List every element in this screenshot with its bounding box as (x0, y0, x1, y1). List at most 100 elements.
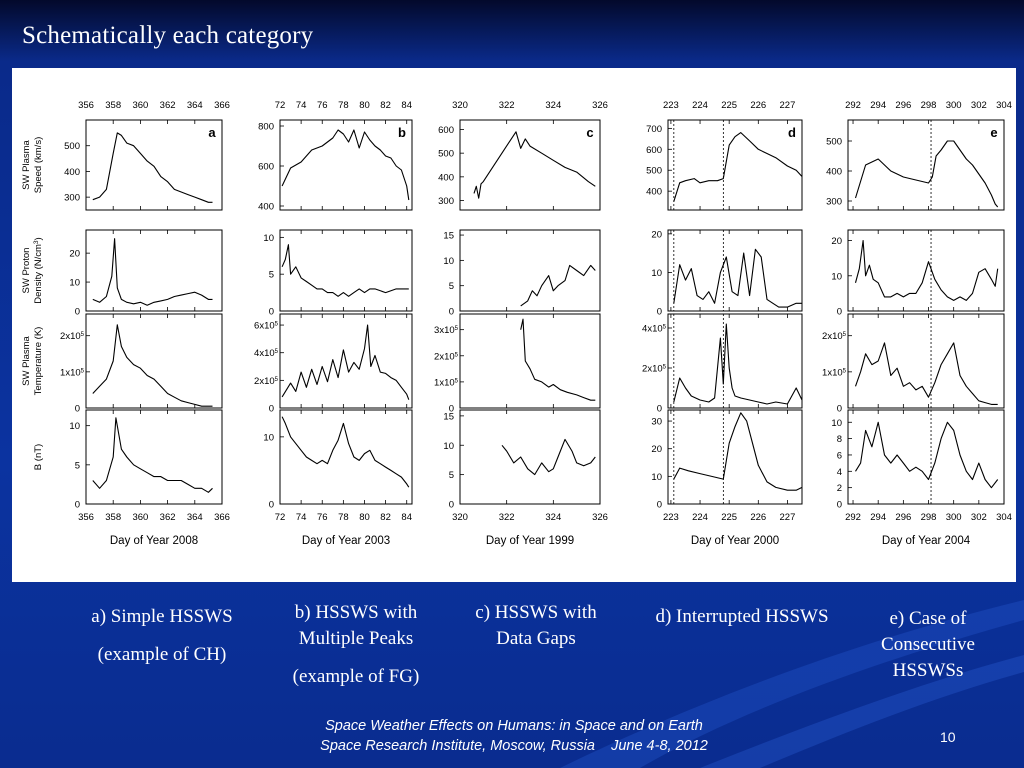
y-tick-label: 20 (651, 444, 662, 455)
x-tick-label-top: 324 (545, 100, 561, 111)
row-label-tail: ) (33, 237, 44, 240)
y-tick-label: 20 (651, 229, 662, 240)
y-tick-exponent: 5 (843, 332, 847, 338)
panel-letter: a (208, 125, 216, 140)
x-tick-label-bottom: 76 (317, 512, 328, 523)
series-line (520, 264, 596, 307)
caption-b-line1: b) HSSWS with (294, 602, 418, 623)
caption-c-line2: Data Gaps (496, 628, 576, 649)
x-tick-label-top: 225 (721, 100, 737, 111)
x-tick-label-bottom: 326 (592, 512, 608, 523)
row-label-line2: Speed (km/s) (33, 137, 44, 194)
x-tick-label-bottom: 356 (78, 512, 94, 523)
x-tick-label-top: 300 (946, 100, 962, 111)
series-line (281, 129, 410, 201)
y-tick-exponent: 5 (275, 377, 279, 383)
x-tick-label-bottom: 364 (187, 512, 203, 523)
plot-frame (667, 119, 803, 211)
series-line (520, 318, 596, 401)
x-tick-label-top: 326 (592, 100, 608, 111)
y-tick-label: 0 (837, 307, 842, 318)
y-tick-label: 0 (449, 404, 454, 415)
y-tick-label: 0 (837, 500, 842, 511)
series-line (855, 421, 999, 489)
x-tick-label-bottom: 296 (895, 512, 911, 523)
y-tick-label: 800 (258, 122, 274, 133)
caption-e: e) Case of Consecutive HSSWSs (856, 606, 1000, 684)
plot-frame (459, 119, 601, 211)
x-tick-label-bottom: 226 (750, 512, 766, 523)
x-tick-label-top: 74 (296, 100, 307, 111)
footer-line1: Space Weather Effects on Humans: in Spac… (325, 718, 703, 734)
y-tick-label: 0 (657, 500, 662, 511)
x-tick-label-top: 294 (870, 100, 886, 111)
x-tick-label-bottom: 292 (845, 512, 861, 523)
y-tick-label: 10 (443, 441, 454, 452)
x-tick-label-top: 78 (338, 100, 349, 111)
x-tick-label-bottom: 300 (946, 512, 962, 523)
series-line (92, 132, 213, 203)
series-line (92, 417, 213, 493)
row-label-sup: 3 (33, 240, 40, 244)
y-tick-exponent: 5 (275, 349, 279, 355)
x-tick-label-top: 84 (401, 100, 412, 111)
x-axis-label: Day of Year 2003 (302, 535, 390, 547)
multi-panel-chart: SW Plasma Speed (km/s)SW Proton Density (N… (21, 100, 1012, 547)
y-tick-label: 1x105 (822, 367, 847, 378)
plot-frame (279, 409, 413, 505)
y-tick-label: 0 (449, 307, 454, 318)
caption-e-line3: HSSWSs (892, 660, 964, 681)
x-tick-label-bottom: 298 (921, 512, 937, 523)
plot-frame (279, 229, 413, 312)
caption-b-line3: (example of FG) (292, 666, 420, 687)
y-tick-label: 6 (837, 450, 842, 461)
y-tick-label: 0 (75, 404, 80, 415)
x-tick-label-top: 302 (971, 100, 987, 111)
caption-a-line3: (example of CH) (97, 644, 227, 665)
x-tick-label-bottom: 302 (971, 512, 987, 523)
y-tick-label: 400 (826, 167, 842, 178)
row-label-line2: Density (N/cm3) (33, 237, 45, 303)
y-tick-exponent: 5 (455, 378, 459, 384)
page-number: 10 (940, 729, 956, 745)
y-tick-label: 300 (826, 197, 842, 208)
y-tick-exponent: 5 (663, 325, 667, 331)
plot-frame (85, 313, 223, 409)
y-tick-label: 10 (831, 418, 842, 429)
figure-panel: SW Plasma Speed (km/s) SW Proton Density (N… (12, 68, 1016, 582)
slide-title: Schematically each category (22, 22, 314, 49)
plot-frame (459, 409, 601, 505)
series-line (92, 324, 213, 407)
x-tick-label-top: 292 (845, 100, 861, 111)
chart-column-c: 320 320 322 322 324 324 326 326 Day of Year 1999… (434, 100, 608, 547)
plot-frame (279, 119, 413, 211)
plot-frame (847, 409, 1005, 505)
plot-frame (459, 229, 601, 312)
x-tick-label-bottom: 304 (996, 512, 1012, 523)
caption-c-line1: c) HSSWS with (475, 602, 597, 623)
y-tick-label: 4 (837, 467, 842, 478)
y-tick-label: 6x105 (254, 321, 279, 332)
y-tick-exponent: 5 (455, 352, 459, 358)
row-label-line1: SW Plasma (21, 335, 32, 385)
plot-frame (85, 229, 223, 312)
x-tick-label-top: 362 (160, 100, 176, 111)
y-tick-label: 4x105 (254, 348, 279, 359)
plot-frame (847, 119, 1005, 211)
y-tick-label: 500 (646, 166, 662, 177)
x-tick-label-bottom: 294 (870, 512, 886, 523)
x-tick-label-bottom: 74 (296, 512, 307, 523)
caption-d-line1: d) Interrupted HSSWS (655, 606, 829, 627)
x-tick-label-bottom: 362 (160, 512, 176, 523)
x-tick-label-top: 364 (187, 100, 203, 111)
x-tick-label-top: 72 (275, 100, 286, 111)
panel-letter: c (586, 125, 593, 140)
plot-frame (667, 313, 803, 409)
x-tick-label-bottom: 320 (452, 512, 468, 523)
y-tick-label: 1x105 (434, 377, 459, 388)
y-tick-label: 10 (69, 278, 80, 289)
series-line (281, 416, 410, 488)
caption-e-line2: Consecutive (881, 634, 975, 655)
y-tick-label: 10 (651, 268, 662, 279)
x-tick-label-top: 76 (317, 100, 328, 111)
